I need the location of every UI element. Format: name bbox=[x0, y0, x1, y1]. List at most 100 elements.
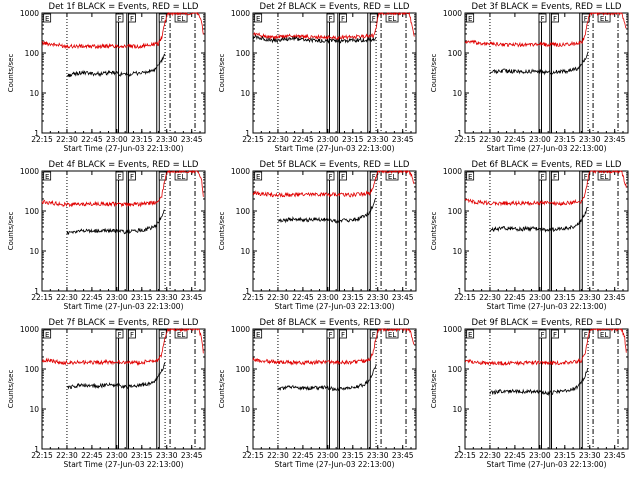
panel-title: Det 1f BLACK = Events, RED = LLD bbox=[49, 2, 199, 12]
detector-panel-4: Det 4f BLACK = Events, RED = LLD11010010… bbox=[7, 160, 205, 311]
x-tick-label: 22:30 bbox=[267, 293, 289, 302]
x-tick-label: 23:00 bbox=[106, 135, 128, 144]
x-tick-label: 23:30 bbox=[156, 135, 178, 144]
mode-box-label: EL bbox=[600, 15, 608, 23]
y-tick-label: 100 bbox=[236, 365, 251, 374]
mode-box-label: EL bbox=[177, 331, 185, 339]
x-tick-label: 23:45 bbox=[604, 451, 626, 460]
mode-box-label: F bbox=[328, 173, 332, 181]
x-axis-label: Start Time (27-Jun-03 22:13:00) bbox=[64, 144, 184, 153]
y-tick-label: 1000 bbox=[443, 325, 462, 334]
mode-box-label: E bbox=[468, 331, 472, 339]
x-tick-label: 23:00 bbox=[106, 293, 128, 302]
mode-box-label: EL bbox=[600, 173, 608, 181]
x-tick-label: 22:45 bbox=[504, 451, 526, 460]
x-tick-label: 23:00 bbox=[529, 293, 551, 302]
y-tick-label: 100 bbox=[25, 365, 40, 374]
y-tick-label: 10 bbox=[240, 405, 250, 414]
x-tick-label: 23:15 bbox=[342, 451, 364, 460]
x-tick-label: 23:45 bbox=[604, 293, 626, 302]
x-axis-label: Start Time (27-Jun-03 22:13:00) bbox=[275, 460, 395, 469]
mode-box-label: F bbox=[328, 331, 332, 339]
x-tick-label: 22:30 bbox=[479, 135, 501, 144]
x-tick-label: 23:15 bbox=[554, 293, 576, 302]
x-tick-label: 23:00 bbox=[529, 451, 551, 460]
x-tick-label: 22:15 bbox=[31, 135, 53, 144]
y-axis-label: Counts/sec bbox=[7, 212, 15, 251]
y-tick-label: 10 bbox=[452, 405, 462, 414]
mode-box-label: F bbox=[540, 173, 544, 181]
y-tick-label: 10 bbox=[29, 405, 39, 414]
panel-title: Det 9f BLACK = Events, RED = LLD bbox=[472, 318, 622, 328]
panel-title: Det 2f BLACK = Events, RED = LLD bbox=[260, 2, 410, 12]
x-axis-label: Start Time (27-Jun-03 22:13:00) bbox=[275, 302, 395, 311]
x-tick-label: 23:45 bbox=[392, 451, 414, 460]
mode-box-label: E bbox=[468, 173, 472, 181]
y-axis-label: Counts/sec bbox=[430, 212, 438, 251]
x-tick-label: 23:30 bbox=[579, 293, 601, 302]
y-tick-label: 100 bbox=[236, 49, 251, 58]
x-tick-label: 22:15 bbox=[454, 451, 476, 460]
y-axis-label: Counts/sec bbox=[7, 370, 15, 409]
x-tick-label: 23:30 bbox=[156, 293, 178, 302]
x-tick-label: 23:30 bbox=[156, 451, 178, 460]
y-axis-label: Counts/sec bbox=[218, 212, 226, 251]
y-tick-label: 10 bbox=[29, 89, 39, 98]
y-tick-label: 10 bbox=[29, 247, 39, 256]
y-tick-label: 1000 bbox=[20, 325, 39, 334]
x-tick-label: 22:30 bbox=[267, 451, 289, 460]
x-axis-label: Start Time (27-Jun-03 22:13:00) bbox=[275, 144, 395, 153]
panel-title: Det 4f BLACK = Events, RED = LLD bbox=[49, 160, 199, 170]
detector-panel-9: Det 9f BLACK = Events, RED = LLD11010010… bbox=[430, 318, 628, 469]
mode-box-label: E bbox=[45, 331, 49, 339]
mode-box-label: F bbox=[117, 173, 121, 181]
mode-box-label: F bbox=[372, 15, 376, 23]
mode-box-label: F bbox=[553, 331, 557, 339]
mode-box-label: F bbox=[584, 173, 588, 181]
detector-panel-3: Det 3f BLACK = Events, RED = LLD11010010… bbox=[430, 2, 628, 153]
x-tick-label: 23:30 bbox=[367, 293, 389, 302]
y-axis-label: Counts/sec bbox=[218, 54, 226, 93]
x-tick-label: 22:30 bbox=[56, 451, 78, 460]
mode-box-label: F bbox=[584, 331, 588, 339]
y-tick-label: 1000 bbox=[20, 9, 39, 18]
mode-box-label: F bbox=[130, 173, 134, 181]
mode-box-label: EL bbox=[388, 173, 396, 181]
x-tick-label: 23:30 bbox=[579, 135, 601, 144]
mode-box-label: F bbox=[341, 15, 345, 23]
x-tick-label: 22:30 bbox=[56, 293, 78, 302]
y-tick-label: 100 bbox=[25, 49, 40, 58]
y-tick-label: 1000 bbox=[231, 9, 250, 18]
x-tick-label: 23:15 bbox=[554, 451, 576, 460]
x-axis-label: Start Time (27-Jun-03 22:13:00) bbox=[64, 460, 184, 469]
x-tick-label: 22:15 bbox=[31, 293, 53, 302]
x-tick-label: 22:45 bbox=[81, 451, 103, 460]
y-tick-label: 100 bbox=[448, 49, 463, 58]
x-tick-label: 23:30 bbox=[367, 451, 389, 460]
x-tick-label: 23:00 bbox=[317, 135, 339, 144]
x-tick-label: 23:45 bbox=[392, 135, 414, 144]
mode-box-label: F bbox=[161, 173, 165, 181]
x-tick-label: 23:00 bbox=[106, 451, 128, 460]
mode-box-label: F bbox=[328, 15, 332, 23]
mode-box-label: E bbox=[468, 15, 472, 23]
panel-title: Det 8f BLACK = Events, RED = LLD bbox=[260, 318, 410, 328]
mode-box-label: F bbox=[540, 15, 544, 23]
y-tick-label: 100 bbox=[236, 207, 251, 216]
mode-box-label: F bbox=[553, 173, 557, 181]
y-tick-label: 100 bbox=[25, 207, 40, 216]
x-tick-label: 22:30 bbox=[56, 135, 78, 144]
mode-box-label: EL bbox=[388, 15, 396, 23]
y-axis-label: Counts/sec bbox=[430, 370, 438, 409]
y-tick-label: 10 bbox=[240, 247, 250, 256]
y-tick-label: 1000 bbox=[443, 9, 462, 18]
x-tick-label: 22:30 bbox=[267, 135, 289, 144]
mode-box-label: EL bbox=[388, 331, 396, 339]
mode-box-label: E bbox=[256, 15, 260, 23]
x-tick-label: 23:15 bbox=[342, 293, 364, 302]
y-tick-label: 10 bbox=[452, 247, 462, 256]
x-tick-label: 23:30 bbox=[579, 451, 601, 460]
x-axis-label: Start Time (27-Jun-03 22:13:00) bbox=[487, 460, 607, 469]
y-axis-label: Counts/sec bbox=[7, 54, 15, 93]
